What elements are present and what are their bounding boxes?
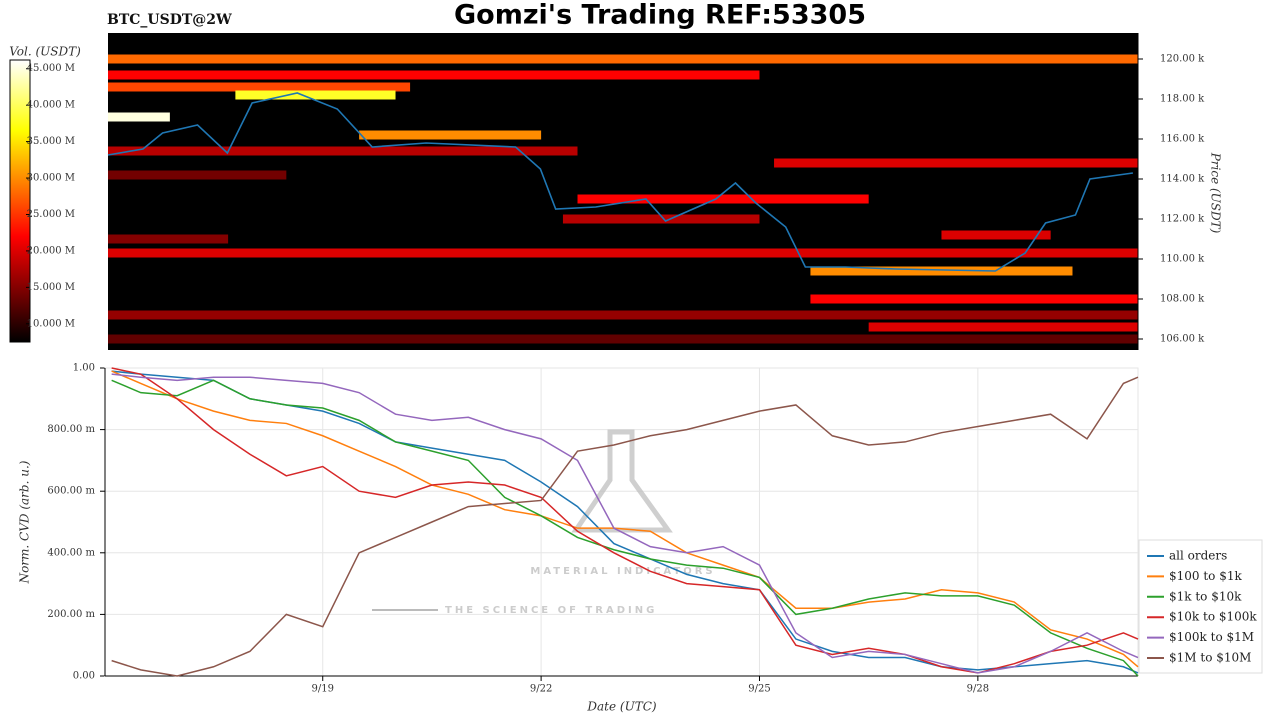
y-tick-label: 108.00 k (1160, 294, 1205, 305)
legend (1138, 539, 1263, 674)
heat-cell (810, 266, 1073, 276)
heat-cell (577, 194, 869, 204)
x-tick-label: 9/19 (312, 684, 334, 695)
heat-cell (108, 170, 287, 180)
y-tick-label: 0.00 (73, 671, 95, 682)
legend-label: $100 to $1k (1169, 569, 1242, 583)
cvd-line (111, 376, 1139, 677)
price-line (107, 92, 1134, 272)
y-tick-label: 400.00 m (47, 547, 95, 558)
watermark-icon (571, 429, 673, 533)
heat-cell (562, 214, 760, 224)
heat-cell (108, 82, 411, 92)
heat-cell (108, 146, 578, 156)
chart-subtitle: BTC_USDT@2W (107, 12, 232, 28)
heat-cell (774, 158, 1138, 168)
chart-title: Gomzi's Trading REF:53305 (454, 0, 866, 31)
colorbar-tick-label: 40.000 M (27, 100, 75, 111)
y-tick-label: 200.00 m (47, 609, 95, 620)
colorbar-tick-label: 10.000 M (27, 318, 75, 329)
heat-cell (941, 230, 1051, 240)
colorbar (9, 59, 31, 343)
y-tick-label: 112.00 k (1160, 214, 1205, 225)
y-tick-label: 600.00 m (47, 486, 95, 497)
colorbar-tick-label: 35.000 M (27, 136, 75, 147)
y-tick-label: 1.00 (73, 363, 95, 374)
cvd-line (111, 379, 1139, 677)
legend-label: $100k to $1M (1169, 630, 1254, 644)
heat-cell (868, 322, 1138, 332)
cvd-line (111, 370, 1139, 674)
heat-cell (108, 54, 1138, 64)
y-tick-label: 116.00 k (1160, 134, 1205, 145)
heat-cell (108, 70, 760, 80)
colorbar-tick-label: 20.000 M (27, 245, 75, 256)
heat-cell (108, 234, 229, 244)
heat-cell (810, 294, 1138, 304)
colorbar-tick-label: 25.000 M (27, 209, 75, 220)
watermark: THE SCIENCE OF TRADING (445, 605, 657, 616)
colorbar-label: Vol. (USDT) (9, 45, 81, 59)
heat-cell (108, 248, 1138, 258)
heat-cell (108, 112, 170, 122)
y-tick-label: 120.00 k (1160, 54, 1205, 65)
y-axis-label: Price (USDT) (1209, 152, 1223, 234)
y-axis-label: Norm. CVD (arb. u.) (18, 460, 32, 584)
y-tick-label: 114.00 k (1160, 174, 1205, 185)
colorbar-tick-label: 15.000 M (27, 282, 75, 293)
colorbar-tick-label: 30.000 M (27, 173, 75, 184)
y-tick-label: 106.00 k (1160, 334, 1205, 345)
legend-label: $1k to $10k (1169, 589, 1242, 603)
heat-cell (235, 90, 396, 100)
cvd-line (111, 373, 1139, 674)
legend-label: $1M to $10M (1169, 651, 1251, 665)
cvd-line (111, 367, 1139, 674)
heat-cell (108, 310, 1138, 320)
x-axis-label: Date (UTC) (586, 700, 656, 714)
y-tick-label: 118.00 k (1160, 94, 1205, 105)
x-tick-label: 9/22 (530, 684, 552, 695)
watermark: MATERIAL INDICATORS (530, 566, 715, 577)
x-tick-label: 9/28 (967, 684, 989, 695)
x-tick-label: 9/25 (748, 684, 770, 695)
colorbar-tick-label: 45.000 M (27, 63, 75, 74)
plot-frame (104, 367, 1139, 677)
legend-label: $10k to $100k (1169, 610, 1257, 624)
cvd-line (111, 370, 1139, 668)
legend-label: all orders (1169, 549, 1227, 563)
heat-cell (108, 334, 1138, 344)
y-tick-label: 800.00 m (47, 424, 95, 435)
y-tick-label: 110.00 k (1160, 254, 1205, 265)
heat-cell (359, 130, 542, 140)
